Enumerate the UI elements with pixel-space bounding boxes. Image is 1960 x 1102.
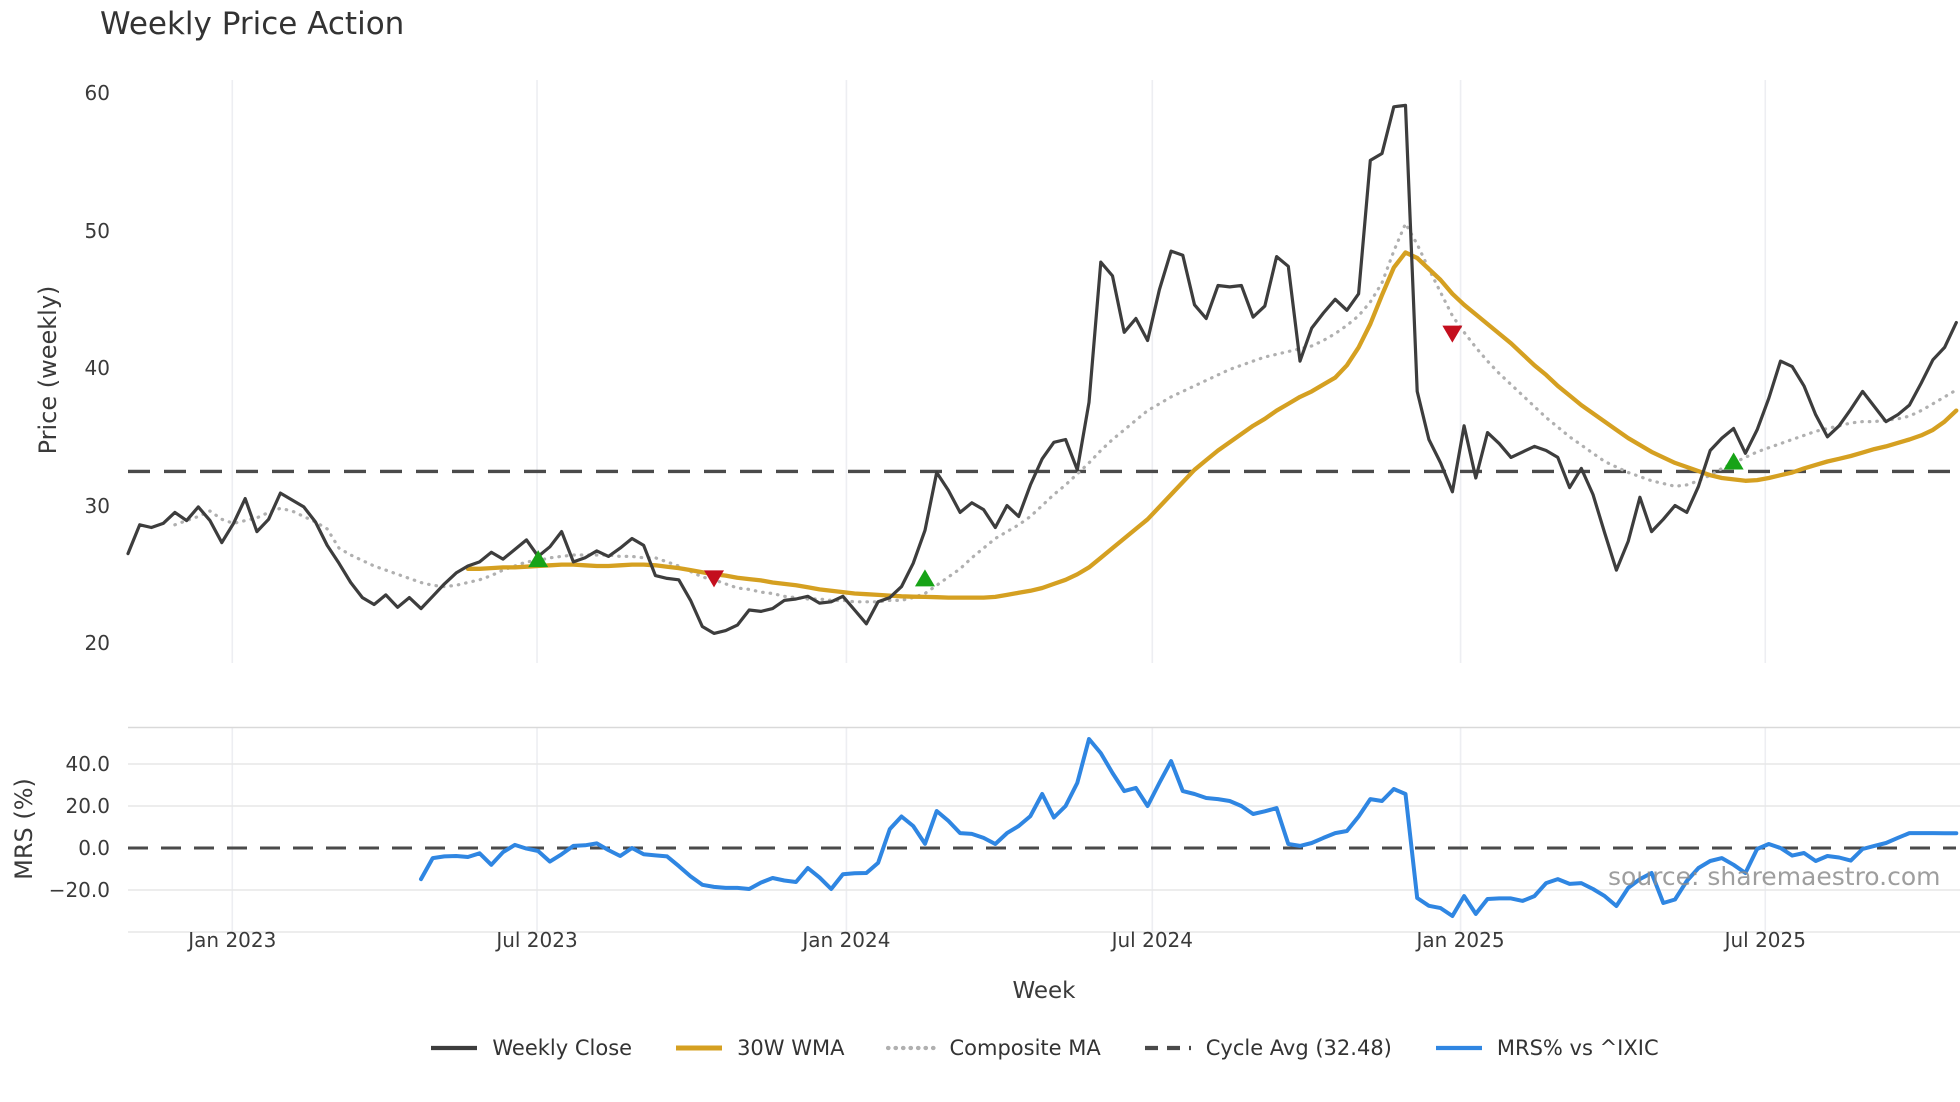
source-watermark: source: sharemaestro.com — [1608, 862, 1941, 891]
price-tick-label: 40 — [84, 356, 110, 380]
legend-label: MRS% vs ^IXIC — [1496, 1036, 1659, 1060]
legend-item-weekly-close: Weekly Close — [429, 1036, 632, 1060]
series-composite-ma — [173, 222, 1958, 604]
price-tick-label: 50 — [84, 218, 110, 243]
solid-line-swatch-icon — [431, 1045, 478, 1051]
legend-label: Weekly Close — [492, 1036, 633, 1060]
week-tick-label: Jan 2025 — [1416, 928, 1505, 952]
legend-label: 30W WMA — [737, 1036, 845, 1060]
mrs-tick-label: 0.0 — [78, 836, 110, 860]
solid-line-swatch-icon — [676, 1045, 723, 1051]
solid-line-swatch-icon — [1435, 1045, 1482, 1051]
week-tick-label: Jul 2024 — [1111, 928, 1193, 952]
legend-item-mrs-vs-ixic: MRS% vs ^IXIC — [1434, 1036, 1659, 1060]
week-tick-label: Jul 2023 — [496, 928, 578, 952]
mrs-tick-label: 20.0 — [65, 794, 110, 818]
price-tick-label: 60 — [84, 81, 110, 105]
x-axis-label: Week — [1012, 978, 1076, 1004]
series-weekly-close — [126, 103, 1958, 636]
legend-label: Cycle Avg (32.48) — [1205, 1036, 1392, 1060]
sell-signal-icon — [1442, 325, 1463, 343]
chart-legend: Weekly Close 30W WMA Composite MA Cycle Avg… — [128, 1036, 1960, 1060]
mrs-tick-label: 40.0 — [65, 752, 110, 776]
sell-signal-icon — [704, 570, 724, 588]
week-tick-label: Jan 2024 — [802, 928, 891, 952]
chart-title: Weekly Price Action — [100, 6, 405, 42]
price-tick-label: 20 — [84, 631, 110, 655]
buy-signal-icon — [528, 550, 549, 568]
buy-signal-icon — [914, 569, 935, 587]
buy-signal-icon — [1723, 452, 1744, 470]
week-tick-label: Jan 2023 — [188, 928, 277, 952]
mrs-tick-label: −20.0 — [48, 878, 110, 902]
legend-item-30w-wma: 30W WMA — [674, 1036, 844, 1060]
legend-label: Composite MA — [949, 1036, 1101, 1060]
week-tick-label: Jul 2025 — [1724, 928, 1806, 952]
legend-item-cycle-avg-32-48-: Cycle Avg (32.48) — [1143, 1036, 1392, 1060]
dotted-line-swatch-icon — [886, 1045, 937, 1051]
price-tick-label: 30 — [84, 493, 110, 518]
legend-item-composite-ma: Composite MA — [886, 1036, 1101, 1060]
dashed-line-swatch-icon — [1144, 1045, 1191, 1051]
series-mrs-vs-ixic — [419, 737, 1959, 918]
